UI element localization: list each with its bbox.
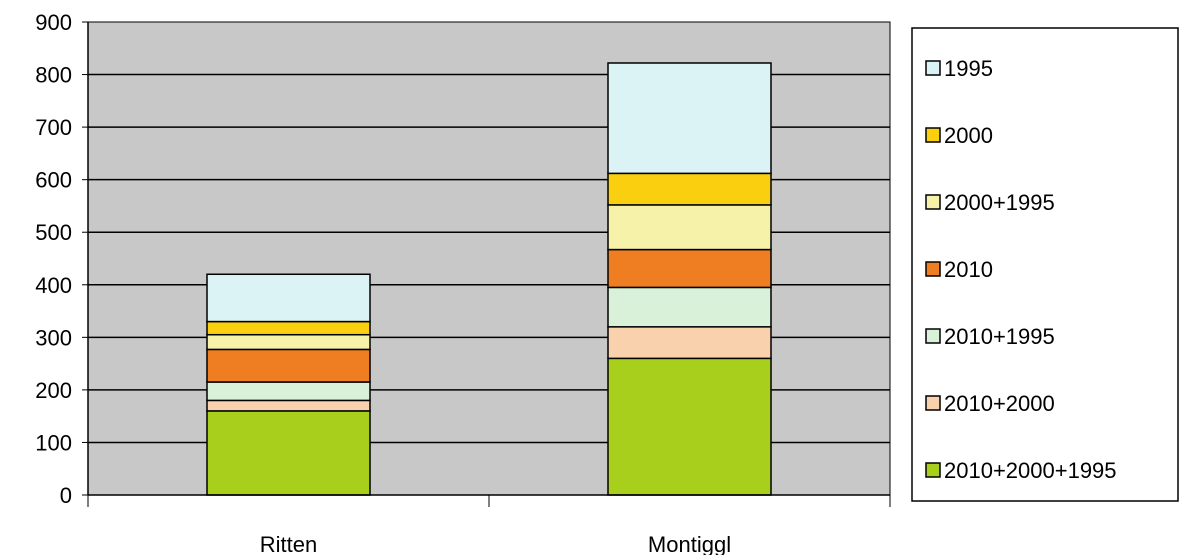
legend-swatch xyxy=(925,60,941,76)
y-tick-label: 0 xyxy=(60,483,72,508)
y-tick-label: 600 xyxy=(35,168,72,193)
bar-segment-montiggl-2000-1995 xyxy=(607,204,772,251)
y-tick-label: 800 xyxy=(35,63,72,88)
bar-segment-ritten-2010-2000-1995 xyxy=(206,410,371,496)
bar-segment-montiggl-2010-2000 xyxy=(607,326,772,360)
legend-item: 2000+1995 xyxy=(925,190,1055,215)
y-tick-label: 700 xyxy=(35,115,72,140)
legend-label: 2010+2000 xyxy=(944,391,1055,416)
legend-box xyxy=(911,27,1179,502)
bar-segment-ritten-2010-1995 xyxy=(206,381,371,402)
legend-swatch xyxy=(925,395,941,411)
x-category-label: Ritten xyxy=(260,532,317,555)
x-category-label: Montiggl xyxy=(648,532,731,555)
y-tick-label: 300 xyxy=(35,325,72,350)
bar-segment-montiggl-2010-2000-1995 xyxy=(607,357,772,496)
legend-swatch xyxy=(925,194,941,210)
bar-segment-montiggl-2010-1995 xyxy=(607,286,772,328)
legend-label: 2010 xyxy=(944,257,993,282)
bar-segment-montiggl-2000 xyxy=(607,172,772,206)
y-tick-label: 900 xyxy=(35,10,72,35)
bar-segment-ritten-2010 xyxy=(206,348,371,383)
bar-segment-ritten-2000 xyxy=(206,320,371,336)
legend-swatch xyxy=(925,462,941,478)
bar-segment-ritten-2000-1995 xyxy=(206,333,371,351)
y-tick-label: 200 xyxy=(35,378,72,403)
legend-item: 2000 xyxy=(925,123,993,148)
bars xyxy=(206,62,772,496)
legend-swatch xyxy=(925,127,941,143)
legend-label: 2010+2000+1995 xyxy=(944,458,1117,483)
y-tick-label: 400 xyxy=(35,273,72,298)
legend-item: 1995 xyxy=(925,56,993,81)
y-tick-label: 500 xyxy=(35,220,72,245)
legend-label: 2000+1995 xyxy=(944,190,1055,215)
legend-label: 2000 xyxy=(944,123,993,148)
bar-segment-ritten-1995 xyxy=(206,273,371,323)
bar-segment-ritten-2010-2000 xyxy=(206,399,371,412)
legend-label: 1995 xyxy=(944,56,993,81)
legend-item: 2010+2000 xyxy=(925,391,1055,416)
legend-swatch xyxy=(925,328,941,344)
bar-segment-montiggl-1995 xyxy=(607,62,772,175)
legend-item: 2010 xyxy=(925,257,993,282)
axes: 0 100 200 300 400 500 600 700 800 900 Ritten Montig… xyxy=(35,10,891,557)
y-tick-label: 100 xyxy=(35,430,72,455)
legend-swatch xyxy=(925,261,941,277)
legend: 1995 2000 2000+1995 2010 2010+1995 2010+2000 2… xyxy=(911,27,1179,502)
bar-segment-montiggl-2010 xyxy=(607,248,772,289)
legend-label: 2010+1995 xyxy=(944,324,1055,349)
legend-item: 2010+2000+1995 xyxy=(925,458,1117,483)
legend-item: 2010+1995 xyxy=(925,324,1055,349)
